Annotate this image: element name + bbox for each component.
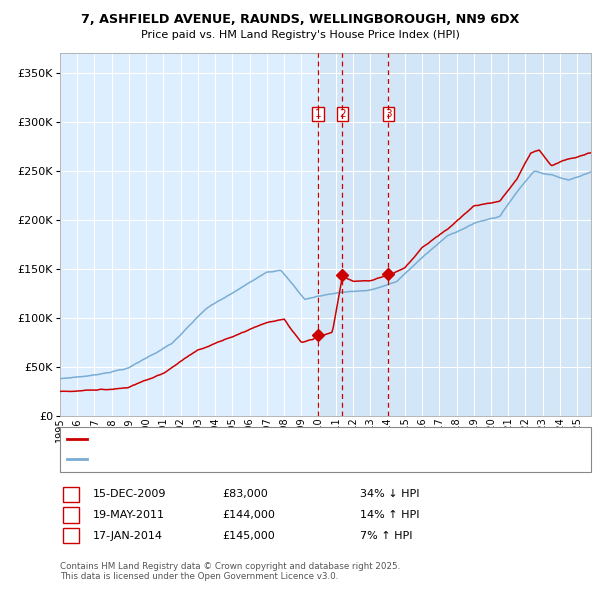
Text: £83,000: £83,000 [222,490,268,499]
Text: 14% ↑ HPI: 14% ↑ HPI [360,510,419,520]
Text: 1: 1 [67,490,74,499]
Text: 3: 3 [67,531,74,540]
Text: £145,000: £145,000 [222,531,275,540]
Text: Contains HM Land Registry data © Crown copyright and database right 2025.
This d: Contains HM Land Registry data © Crown c… [60,562,400,581]
Text: 15-DEC-2009: 15-DEC-2009 [93,490,167,499]
Text: 2: 2 [67,510,74,520]
Text: HPI: Average price, semi-detached house, North Northamptonshire: HPI: Average price, semi-detached house,… [90,454,417,464]
Text: 17-JAN-2014: 17-JAN-2014 [93,531,163,540]
Text: Price paid vs. HM Land Registry's House Price Index (HPI): Price paid vs. HM Land Registry's House … [140,30,460,40]
Text: 7% ↑ HPI: 7% ↑ HPI [360,531,413,540]
Text: 1: 1 [314,109,321,119]
Text: 7, ASHFIELD AVENUE, RAUNDS, WELLINGBOROUGH, NN9 6DX (semi-detached house): 7, ASHFIELD AVENUE, RAUNDS, WELLINGBOROU… [90,434,509,444]
Text: 34% ↓ HPI: 34% ↓ HPI [360,490,419,499]
Text: 2: 2 [339,109,346,119]
Bar [318,53,591,416]
Text: 19-MAY-2011: 19-MAY-2011 [93,510,165,520]
Text: 3: 3 [385,109,392,119]
Text: £144,000: £144,000 [222,510,275,520]
Text: 7, ASHFIELD AVENUE, RAUNDS, WELLINGBOROUGH, NN9 6DX: 7, ASHFIELD AVENUE, RAUNDS, WELLINGBOROU… [81,13,519,26]
